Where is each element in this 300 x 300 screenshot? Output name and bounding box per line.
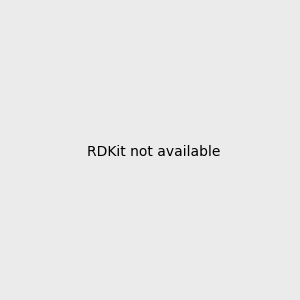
- Text: RDKit not available: RDKit not available: [87, 145, 220, 158]
